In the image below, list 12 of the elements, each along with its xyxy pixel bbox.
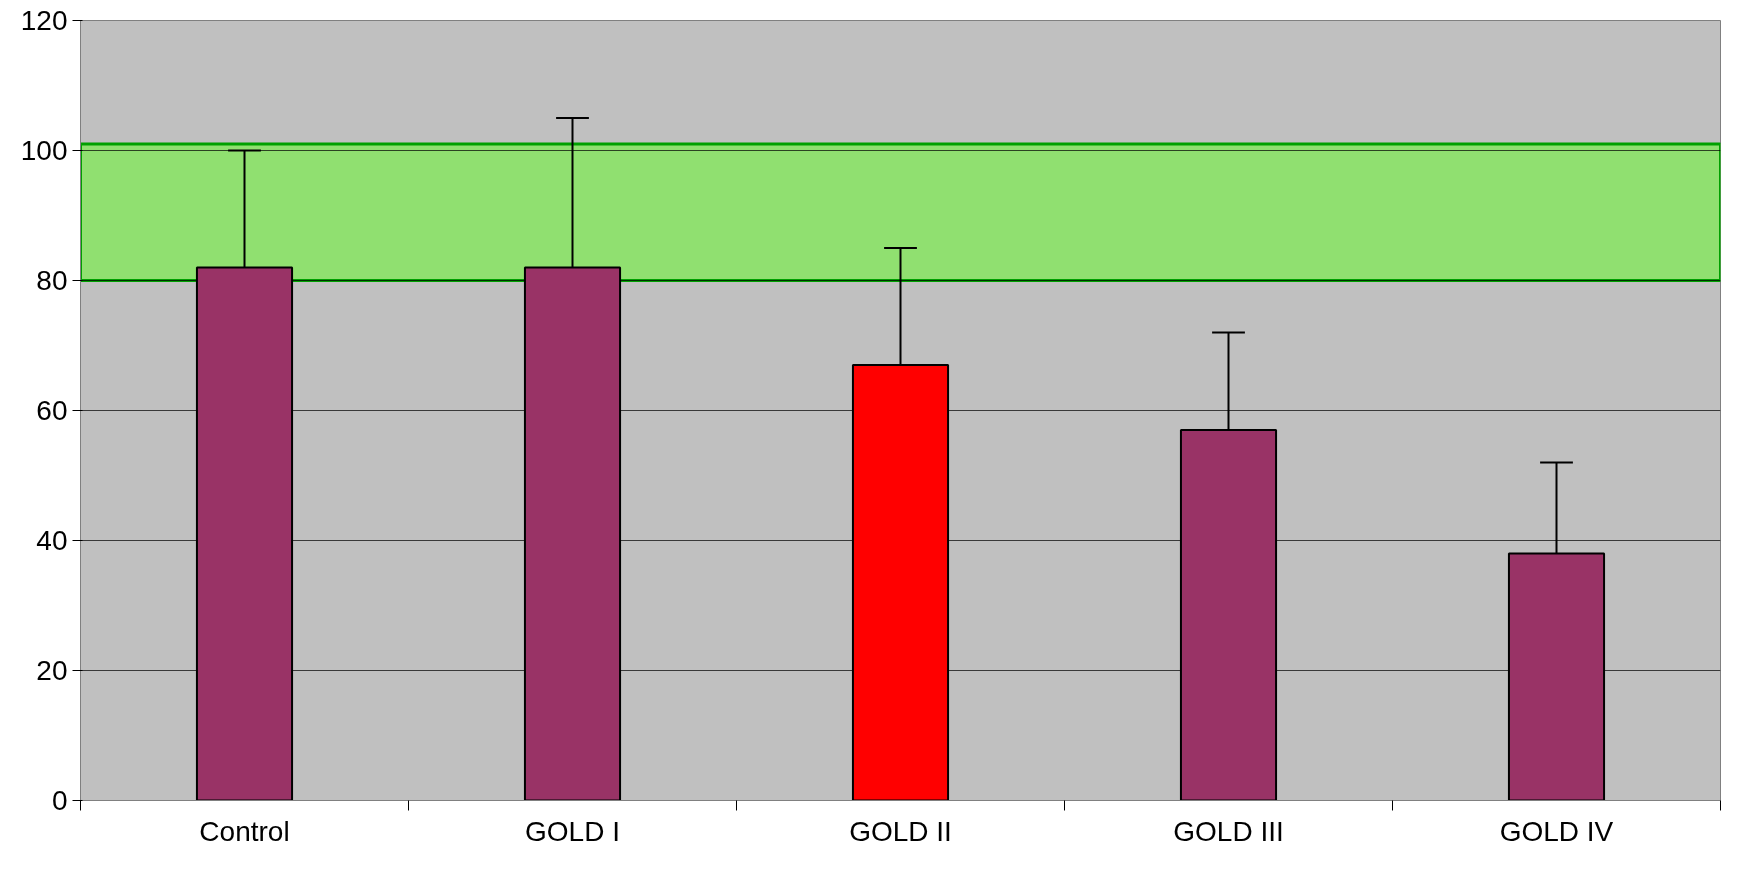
x-tick-label: Control — [199, 815, 290, 847]
x-tick-label: GOLD I — [525, 815, 620, 847]
x-tick-label: GOLD III — [1173, 815, 1284, 847]
y-tick-label: 120 — [20, 5, 68, 36]
y-tick-label: 0 — [51, 785, 68, 816]
x-tick-label: GOLD IV — [1499, 815, 1614, 847]
x-tick-label: GOLD II — [849, 815, 952, 847]
y-tick-label: 100 — [20, 135, 68, 166]
y-tick-label: 60 — [36, 395, 68, 426]
y-tick-label: 40 — [36, 525, 68, 556]
y-tick-label: 20 — [36, 655, 68, 686]
y-tick-label: 80 — [36, 265, 68, 296]
